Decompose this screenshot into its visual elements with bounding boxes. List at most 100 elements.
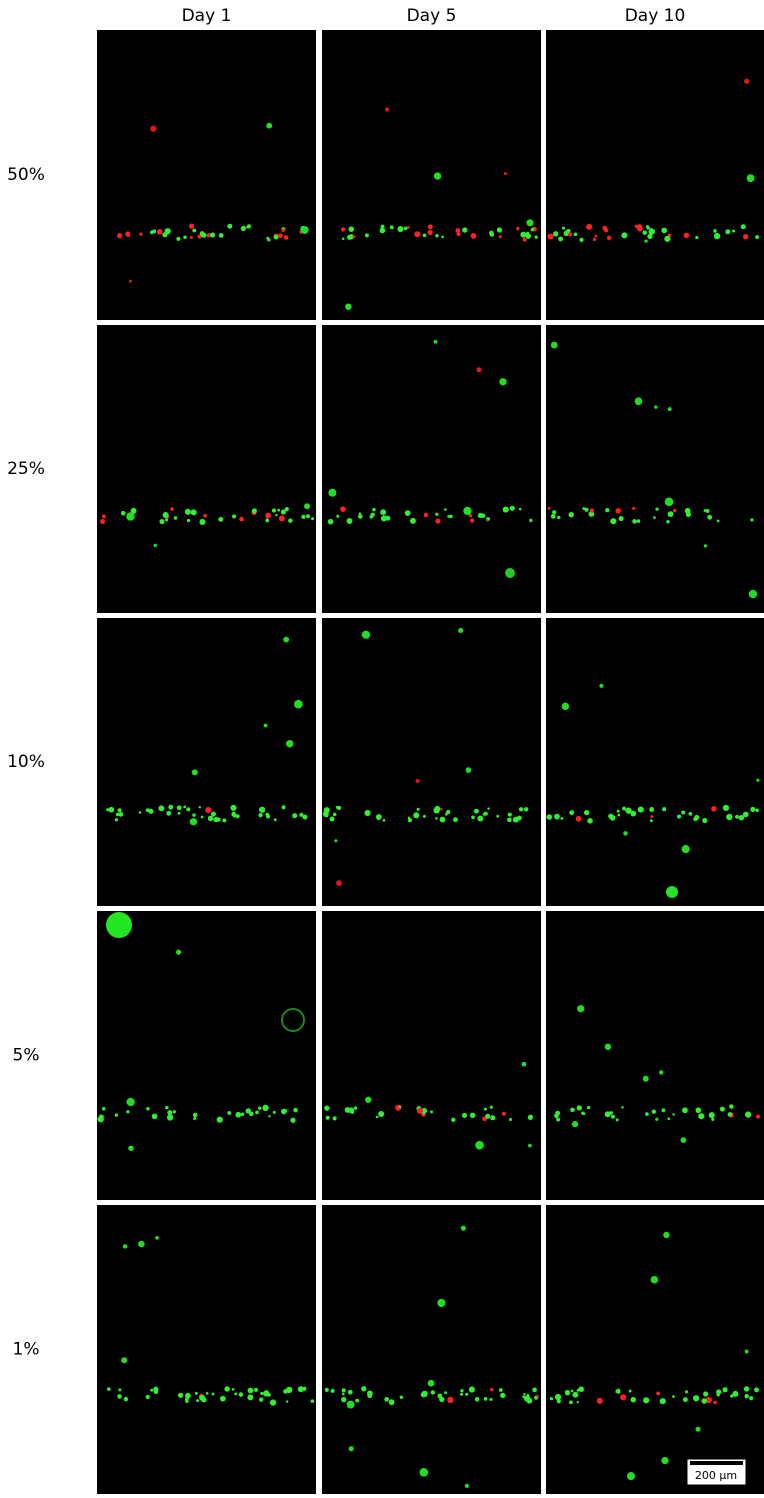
cell: [571, 1121, 579, 1128]
cell: [302, 1386, 307, 1391]
cell: [100, 518, 106, 525]
cell: [358, 514, 363, 519]
cell: [138, 1240, 145, 1248]
cell: [561, 702, 570, 711]
cell: [682, 1107, 688, 1114]
cell: [509, 505, 515, 511]
cell: [192, 813, 196, 817]
cell: [219, 1395, 226, 1402]
micrograph: [546, 1205, 764, 1494]
cell: [324, 1105, 330, 1111]
cell: [341, 1388, 346, 1393]
cell: [666, 886, 678, 898]
cell: [474, 1396, 480, 1402]
cell: [385, 107, 390, 112]
cell: [207, 815, 214, 822]
cell: [265, 518, 270, 523]
micrograph: [97, 618, 316, 906]
cell: [672, 1395, 675, 1398]
cell: [647, 233, 653, 239]
cell: [458, 627, 464, 633]
cell: [581, 1111, 585, 1115]
micrograph: [322, 618, 541, 906]
cell: [460, 1225, 466, 1231]
column-header: Day 10: [625, 6, 686, 26]
cell: [645, 1112, 649, 1116]
cell: [125, 231, 131, 237]
cell: [642, 230, 647, 235]
cell: [435, 518, 441, 524]
cell: [476, 367, 482, 373]
cell: [265, 512, 272, 519]
cell: [725, 229, 731, 235]
cell: [376, 816, 380, 821]
cell: [615, 1118, 619, 1122]
cell: [372, 507, 376, 512]
cell: [672, 1113, 675, 1116]
cell: [727, 1112, 733, 1117]
cell: [165, 1105, 169, 1110]
cell: [755, 235, 760, 239]
cell: [355, 1398, 360, 1403]
cell: [138, 811, 142, 814]
cell: [128, 279, 132, 283]
cell: [483, 811, 488, 816]
panel: [322, 618, 541, 906]
cell: [680, 1137, 687, 1144]
cell: [329, 816, 335, 822]
cell: [293, 1107, 298, 1113]
cell: [284, 507, 289, 512]
cell: [475, 1140, 484, 1150]
micrograph: [97, 325, 316, 613]
cell: [483, 1397, 488, 1401]
cell: [420, 1391, 427, 1398]
cell: [556, 1117, 561, 1122]
cell: [523, 1392, 526, 1396]
cell: [683, 232, 690, 239]
cell: [269, 1399, 277, 1406]
cell: [465, 767, 472, 773]
cell: [695, 1426, 701, 1432]
cell: [288, 518, 293, 523]
panel: [322, 30, 541, 320]
panel: [322, 911, 541, 1200]
cell: [588, 511, 595, 517]
cell: [649, 228, 656, 235]
cell: [170, 507, 174, 511]
cell: [662, 806, 667, 812]
cell: [716, 519, 720, 523]
cell: [240, 1112, 245, 1117]
cell: [330, 1388, 335, 1393]
cell: [267, 238, 271, 242]
micrograph: [322, 1205, 541, 1494]
cell: [661, 1108, 666, 1113]
cell: [569, 1400, 573, 1405]
cell: [277, 233, 283, 239]
cell: [216, 1116, 223, 1123]
cell: [685, 511, 691, 517]
cell: [284, 1109, 288, 1113]
cell: [419, 1468, 429, 1477]
cell: [240, 225, 246, 232]
cell: [185, 1392, 191, 1399]
cell: [263, 723, 268, 728]
cell: [605, 507, 610, 513]
cell: [681, 845, 690, 854]
cell: [646, 226, 650, 230]
cell: [667, 511, 674, 518]
panel: [546, 30, 764, 320]
cell: [397, 226, 404, 233]
cell: [231, 514, 237, 519]
cell: [198, 806, 201, 809]
cell: [239, 516, 244, 522]
cell: [258, 1397, 264, 1402]
cell: [573, 232, 578, 237]
cell: [489, 230, 494, 236]
cell: [347, 1389, 353, 1395]
cell: [599, 683, 604, 688]
cell: [750, 806, 756, 812]
cell: [498, 1388, 503, 1392]
cell: [255, 1110, 259, 1115]
cell: [594, 234, 597, 238]
